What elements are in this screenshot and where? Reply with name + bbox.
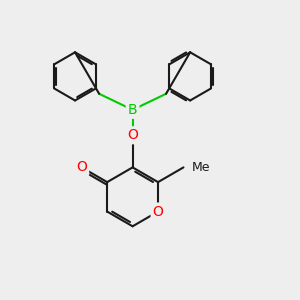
Text: B: B [128, 103, 137, 117]
Text: O: O [76, 160, 87, 174]
Text: Me: Me [191, 161, 210, 174]
Text: O: O [153, 205, 164, 219]
Text: O: O [127, 128, 138, 142]
